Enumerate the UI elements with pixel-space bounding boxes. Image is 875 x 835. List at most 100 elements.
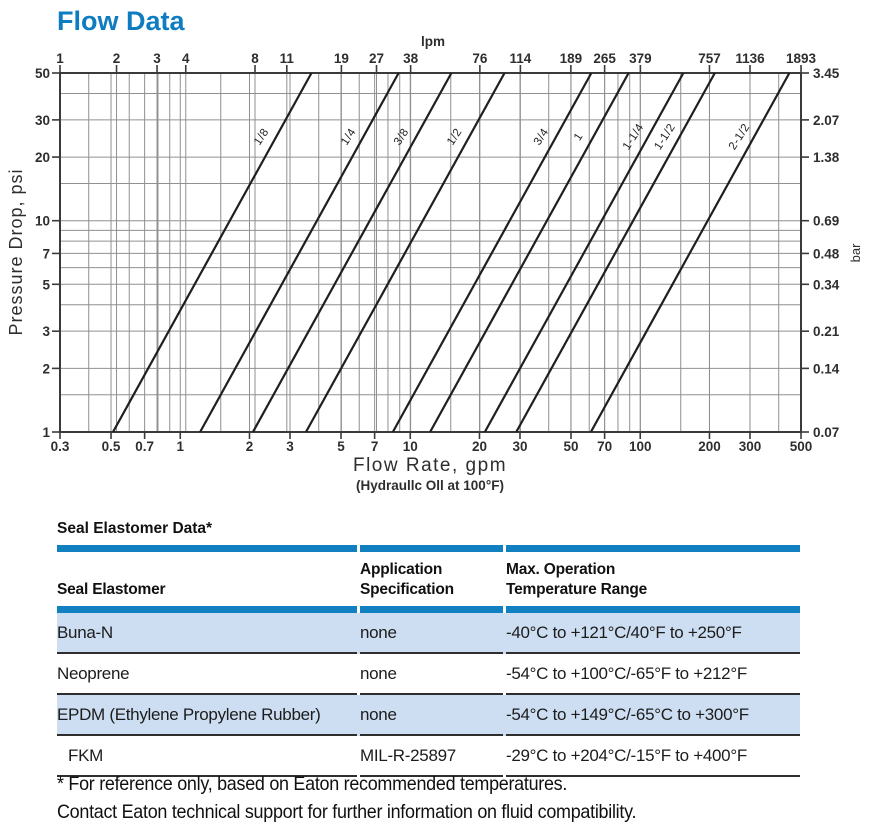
top-axis-tick-label: 76: [472, 51, 488, 66]
left-axis-tick-label: 10: [35, 214, 50, 229]
bottom-axis-tick-label: 10: [403, 439, 418, 454]
header-line: Application: [360, 561, 443, 578]
table-header-row: Seal Elastomer Application Specification…: [57, 552, 800, 606]
size-curve-1/8: [112, 72, 313, 433]
footnotes: * For reference only, based on Eaton rec…: [57, 770, 784, 826]
left-axis-tick-label: 20: [35, 150, 50, 165]
top-axis-tick-label: 379: [629, 51, 652, 66]
top-axis-tick-label: 27: [369, 51, 384, 66]
left-axis-tick-label: 1: [42, 425, 50, 440]
left-axis-tick-label: 2: [42, 361, 50, 376]
top-axis-tick-label: 19: [334, 51, 349, 66]
elastomer-cell: FKM: [57, 736, 357, 777]
seal-elastomer-table: Seal Elastomer Data* Seal Elastomer Appl…: [57, 520, 800, 777]
table-top-rule: [57, 545, 800, 552]
rule-segment: [360, 545, 503, 552]
size-curve-1-1/4: [483, 72, 685, 433]
header-line: Seal Elastomer: [57, 581, 166, 598]
bottom-axis-tick-label: 7: [371, 439, 379, 454]
temp-range-cell: -54°C to +100°C/-65°F to +212°F: [506, 654, 800, 695]
rule-segment: [506, 606, 800, 613]
page-title: Flow Data: [57, 6, 185, 36]
bottom-axis-tick-label: 300: [739, 439, 762, 454]
top-axis-tick-label: 1893: [786, 51, 817, 66]
bottom-axis-tick-label: 200: [698, 439, 721, 454]
table-row: Neoprene none -54°C to +100°C/-65°F to +…: [57, 654, 800, 695]
size-curve-label: 1/4: [339, 126, 359, 147]
left-axis-tick-label: 50: [35, 66, 50, 81]
x-axis-subtitle: (Hydraullc Oll at 100°F): [356, 478, 504, 493]
rule-segment: [506, 545, 800, 552]
rule-segment: [360, 606, 503, 613]
top-axis-tick-label: 3: [153, 51, 161, 66]
table-row: EPDM (Ethylene Propylene Rubber) none -5…: [57, 695, 800, 736]
top-axis-tick-label: 757: [698, 51, 721, 66]
left-axis-tick-label: 3: [42, 324, 50, 339]
y-axis-title: Pressure Drop, psi: [6, 168, 26, 335]
temp-range-cell: -54°C to +149°C/-65°C to +300°F: [506, 695, 800, 736]
top-axis-tick-label: 189: [560, 51, 583, 66]
size-curve-label: 3/8: [392, 126, 412, 147]
bottom-axis-tick-label: 70: [597, 439, 612, 454]
footnote-reference: * For reference only, based on Eaton rec…: [57, 773, 568, 795]
column-header-temperature-range: Max. Operation Temperature Range: [506, 560, 800, 600]
size-curve-3/4: [391, 72, 593, 433]
top-axis-tick-label: 4: [182, 51, 190, 66]
size-curve-1/4: [199, 72, 400, 433]
footnote-contact: Contact Eaton technical support for furt…: [57, 801, 637, 823]
temp-range-cell: -29°C to +204°C/-15°F to +400°F: [506, 736, 800, 777]
bottom-axis-tick-label: 50: [563, 439, 578, 454]
top-axis-tick-label: 8: [251, 51, 259, 66]
bottom-axis-tick-label: 20: [472, 439, 487, 454]
spec-cell: none: [360, 613, 503, 654]
table-title: Seal Elastomer Data*: [57, 520, 213, 537]
rule-segment: [57, 606, 357, 613]
right-axis-tick-label: 0.69: [813, 214, 839, 229]
spec-cell: MIL-R-25897: [360, 736, 503, 777]
right-axis-tick-label: 0.07: [813, 425, 839, 440]
right-axis-tick-label: 0.21: [813, 324, 840, 339]
right-axis-tick-label: 0.14: [813, 361, 840, 376]
header-line: Specification: [360, 581, 454, 598]
top-axis-tick-label: 114: [509, 51, 531, 66]
right-axis-tick-label: 2.07: [813, 113, 839, 128]
flow-rate-pressure-drop-chart: 1 2 3 4 8 11 19 27 38 76 114 189 265 379 757 1136 1893lp…: [6, 34, 863, 493]
size-curve-1: [429, 72, 630, 433]
rule-segment: [57, 545, 357, 552]
right-axis-tick-label: 0.34: [813, 277, 840, 292]
x-axis-title: Flow Rate, gpm: [353, 455, 507, 476]
bottom-axis-tick-label: 0.7: [135, 439, 154, 454]
bottom-axis-tick-label: 1: [177, 439, 185, 454]
table-row: Buna-N none -40°C to +121°C/40°F to +250…: [57, 613, 800, 654]
right-axis-title: bar: [848, 243, 863, 262]
size-curve-2-1/2: [589, 72, 791, 433]
spec-cell: none: [360, 654, 503, 695]
bottom-axis-tick-label: 0.5: [102, 439, 121, 454]
left-axis-tick-label: 7: [42, 246, 50, 261]
elastomer-cell: EPDM (Ethylene Propylene Rubber): [57, 695, 357, 736]
column-header-seal-elastomer: Seal Elastomer: [57, 580, 357, 600]
temp-range-cell: -40°C to +121°C/40°F to +250°F: [506, 613, 800, 654]
size-curve-label: 1: [572, 131, 586, 143]
bottom-axis-tick-label: 100: [629, 439, 652, 454]
table-row: FKM MIL-R-25897 -29°C to +204°C/-15°F to…: [57, 736, 800, 777]
top-axis-title: lpm: [421, 34, 445, 49]
right-axis-tick-label: 1.38: [813, 150, 840, 165]
size-curve-1/2: [304, 72, 506, 433]
spec-cell: none: [360, 695, 503, 736]
bottom-axis-tick-label: 0.3: [51, 439, 70, 454]
top-axis-tick-label: 38: [403, 51, 419, 66]
top-axis-tick-label: 1136: [735, 51, 765, 66]
bottom-axis-tick-label: 3: [286, 439, 294, 454]
right-axis-tick-label: 3.45: [813, 66, 840, 81]
bottom-axis-tick-label: 5: [337, 439, 345, 454]
size-curve-3/8: [251, 72, 453, 433]
left-axis-tick-label: 5: [42, 277, 50, 292]
bottom-axis-tick-label: 2: [246, 439, 254, 454]
elastomer-cell: Neoprene: [57, 654, 357, 695]
header-line: Max. Operation: [506, 561, 616, 578]
bottom-axis-tick-label: 500: [790, 439, 813, 454]
right-axis-tick-label: 0.48: [813, 246, 840, 261]
table-header-rule: [57, 606, 800, 613]
